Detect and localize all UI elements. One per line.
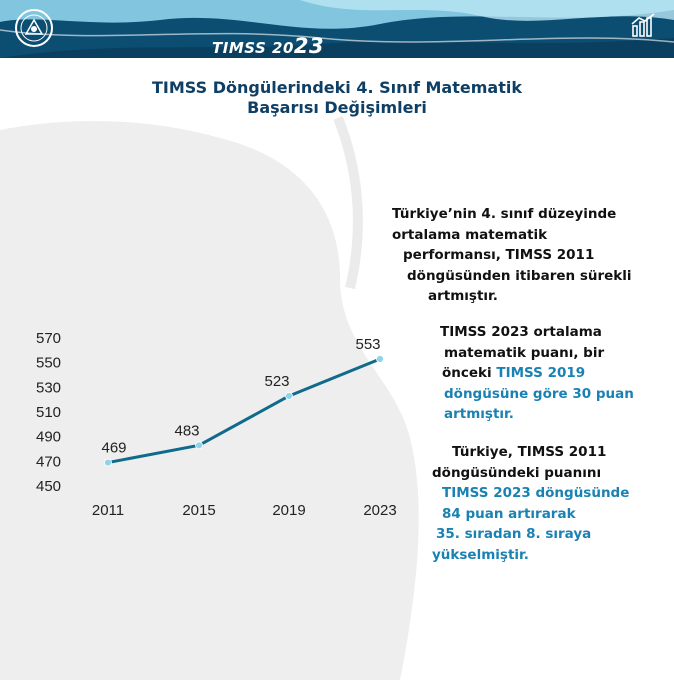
p2-line-1: TIMSS 2023 ortalama <box>440 324 602 340</box>
data-label: 523 <box>264 373 289 390</box>
y-tick-label: 570 <box>36 330 61 347</box>
p1-line-2: ortalama matematik <box>392 226 548 243</box>
line-chart: 450 470 490 510 530 550 570 2011 2015 2019 2023 4… <box>36 330 397 519</box>
series-line <box>107 357 381 465</box>
header-wave-background <box>0 0 674 58</box>
paragraph-3: Türkiye, TIMSS 2011 döngüsündeki puanını… <box>432 442 629 565</box>
y-axis-ticks: 450 470 490 510 530 550 570 <box>36 330 61 495</box>
x-tick-label: 2015 <box>182 502 215 519</box>
brand-suffix: 23 <box>293 34 325 58</box>
p1-line-3: performansı, TIMSS 2011 <box>403 247 595 263</box>
p2-line-5: artmıştır. <box>444 406 514 422</box>
data-label: 483 <box>174 422 199 439</box>
p2-line-3-plain: önceki <box>442 365 497 381</box>
p1-line-1: Türkiye’nin 4. sınıf düzeyinde <box>392 206 617 222</box>
p3-line-3: TIMSS 2023 döngüsünde <box>442 485 630 501</box>
paragraph-1: Türkiye’nin 4. sınıf düzeyinde ortalama … <box>392 204 632 307</box>
title-line-1: TIMSS Döngülerindeki 4. Sınıf Matematik <box>152 78 522 97</box>
x-axis-ticks: 2011 2015 2019 2023 <box>92 502 397 519</box>
y-tick-label: 530 <box>36 379 61 396</box>
p3-line-2: döngüsündeki puanını <box>432 464 602 481</box>
background-wave <box>0 116 419 680</box>
data-point <box>104 458 112 467</box>
p3-line-4: 84 puan artırarak <box>442 505 576 522</box>
ministry-seal-icon <box>14 8 54 48</box>
y-tick-label: 490 <box>36 429 61 446</box>
data-point <box>376 355 384 363</box>
x-tick-label: 2011 <box>92 502 124 519</box>
y-tick-label: 550 <box>36 355 61 372</box>
x-tick-label: 2023 <box>363 502 396 519</box>
p2-line-4: döngüsüne göre 30 puan <box>444 385 634 402</box>
title-line-2: Başarısı Değişimleri <box>247 98 427 117</box>
p1-line-5: artmıştır. <box>428 288 498 304</box>
data-label: 469 <box>101 440 126 457</box>
page-title: TIMSS Döngülerindeki 4. Sınıf Matematik … <box>100 78 574 118</box>
p2-line-3: önceki TIMSS 2019 <box>440 363 634 384</box>
header-banner: TIMSS 2023 <box>0 0 674 58</box>
data-label: 553 <box>355 336 380 353</box>
p3-line-1: Türkiye, TIMSS 2011 <box>452 444 607 460</box>
p2-line-2: matematik puanı, bir <box>444 344 605 361</box>
brand-prefix: TIMSS 20 <box>212 39 294 57</box>
p1-line-4: döngüsünden itibaren sürekli <box>407 267 632 284</box>
data-point <box>195 441 203 450</box>
p3-line-6: yükselmiştir. <box>432 546 529 563</box>
series-layer: 469 483 523 553 <box>101 336 384 467</box>
x-tick-label: 2019 <box>272 502 305 519</box>
p3-line-5: 35. sıradan 8. sıraya <box>436 526 592 542</box>
p2-line-3-highlight: TIMSS 2019 <box>496 365 586 381</box>
y-tick-label: 510 <box>36 404 61 421</box>
brand-wordmark: TIMSS 2023 <box>212 34 324 58</box>
y-tick-label: 450 <box>36 478 61 495</box>
bar-chart-icon <box>630 12 658 38</box>
data-point <box>285 392 293 400</box>
y-tick-label: 470 <box>36 453 61 470</box>
paragraph-2: TIMSS 2023 ortalama matematik puanı, bir… <box>440 322 634 425</box>
